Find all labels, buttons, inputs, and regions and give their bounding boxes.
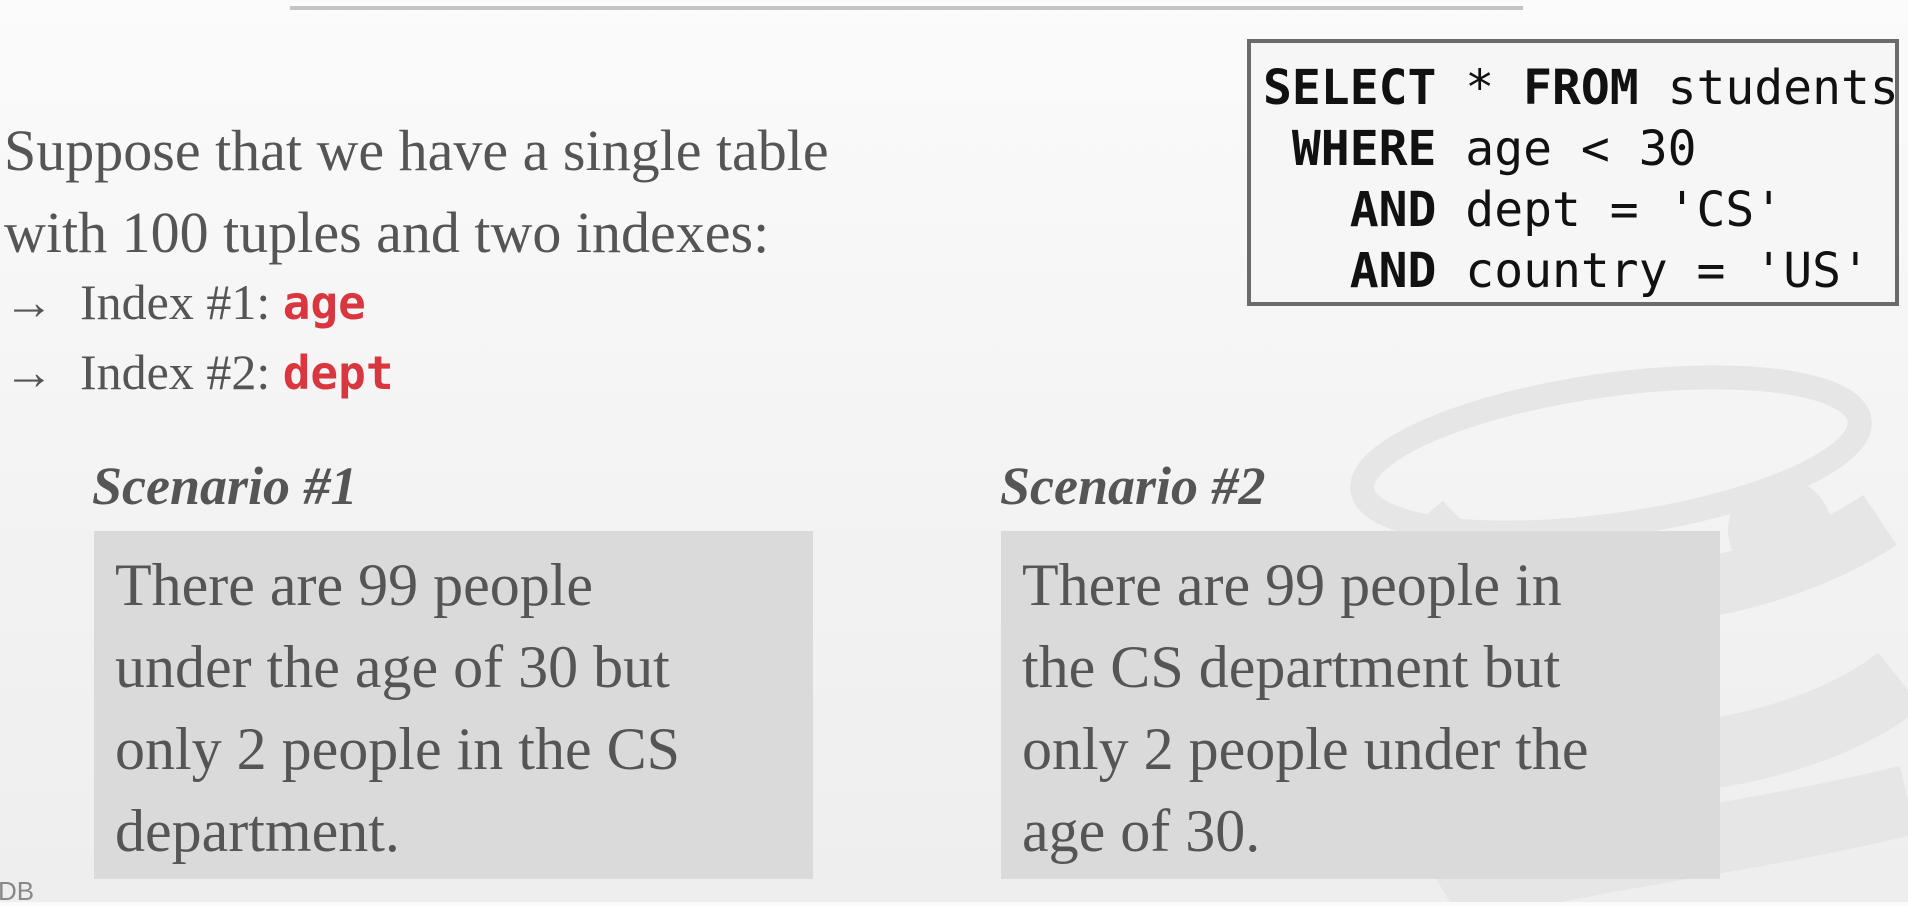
sql-text: *	[1436, 60, 1524, 116]
index-item-1: → Index #1: age	[4, 268, 394, 338]
scenario-1-line: under the age of 30 but	[115, 634, 670, 700]
sql-text: country = 'US'	[1436, 243, 1870, 299]
scenario-1-title: Scenario #1	[92, 456, 358, 516]
scenario-2-line: the CS department but	[1022, 634, 1561, 700]
sql-keyword: AND	[1349, 243, 1437, 299]
sql-line: SELECT * FROM students	[1263, 58, 1899, 119]
scenario-2-title: Scenario #2	[1000, 456, 1266, 516]
index-item-2: → Index #2: dept	[4, 338, 394, 408]
sql-text: age < 30	[1436, 121, 1697, 177]
sql-line: WHERE age < 30	[1263, 119, 1895, 180]
index-list: → Index #1: age → Index #2: dept	[4, 268, 394, 408]
index-column-name: dept	[282, 346, 394, 400]
scenario-2-line: age of 30.	[1022, 798, 1261, 864]
sql-text: students	[1638, 60, 1899, 116]
scenario-1-line: department.	[115, 798, 400, 864]
arrow-icon: →	[4, 344, 54, 400]
top-divider	[290, 6, 1523, 10]
sql-line: AND country = 'US'	[1263, 241, 1895, 302]
index-label: Index #2:	[80, 344, 283, 400]
intro-line-1: Suppose that we have a single table	[4, 118, 829, 183]
sql-keyword: SELECT	[1263, 60, 1437, 116]
sql-query-box: SELECT * FROM students WHERE age < 30 AN…	[1247, 39, 1899, 306]
sql-line: AND dept = 'CS'	[1263, 180, 1895, 241]
scenario-2-line: only 2 people under the	[1022, 716, 1589, 782]
scenario-2-box: There are 99 people in the CS department…	[1001, 531, 1720, 879]
intro-paragraph: Suppose that we have a single table with…	[4, 110, 829, 274]
scenario-1-line: only 2 people in the CS	[115, 716, 680, 782]
sql-text: dept = 'CS'	[1436, 182, 1784, 238]
sql-keyword: FROM	[1523, 60, 1639, 116]
scenario-1-box: There are 99 people under the age of 30 …	[94, 531, 813, 879]
sql-keyword: WHERE	[1291, 121, 1437, 177]
scenario-1-line: There are 99 people	[115, 552, 594, 618]
index-column-name: age	[282, 276, 366, 330]
footer-corner-label: DB	[0, 876, 35, 906]
intro-line-2: with 100 tuples and two indexes:	[4, 200, 770, 265]
scenario-2-line: There are 99 people in	[1022, 552, 1562, 618]
sql-keyword: AND	[1349, 182, 1437, 238]
arrow-icon: →	[4, 274, 54, 330]
index-label: Index #1:	[80, 274, 283, 330]
